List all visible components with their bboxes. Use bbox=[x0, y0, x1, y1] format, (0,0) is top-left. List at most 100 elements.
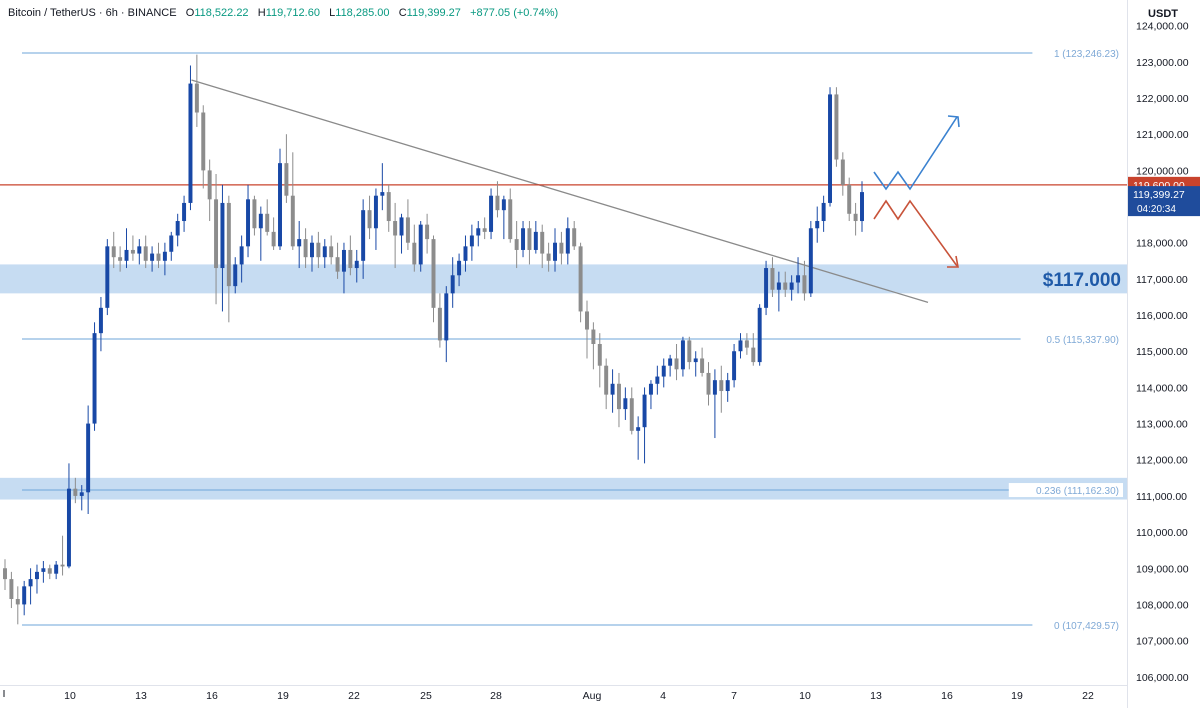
candle bbox=[444, 286, 449, 363]
candle bbox=[463, 235, 468, 272]
candle-body bbox=[271, 231, 276, 247]
currency-label[interactable]: USDT bbox=[1148, 8, 1178, 20]
x-tick-label: 13 bbox=[135, 690, 147, 702]
candle bbox=[648, 380, 653, 410]
candle-body bbox=[175, 221, 180, 236]
candle bbox=[47, 564, 52, 580]
candle-body bbox=[367, 210, 372, 229]
candle-body bbox=[783, 282, 788, 290]
candle bbox=[156, 242, 161, 269]
candle bbox=[821, 195, 826, 232]
candle bbox=[412, 224, 417, 272]
candle-body bbox=[796, 275, 801, 283]
candle-body bbox=[521, 228, 526, 250]
candle-body bbox=[98, 307, 103, 334]
candle bbox=[278, 148, 282, 250]
candle bbox=[66, 463, 71, 569]
candle bbox=[783, 271, 788, 297]
candle bbox=[341, 242, 346, 294]
candle-body bbox=[41, 568, 46, 572]
candle bbox=[533, 221, 538, 254]
y-tick-label: 121,000.00 bbox=[1136, 129, 1189, 141]
candle bbox=[437, 293, 442, 348]
fib-label-bg bbox=[1032, 45, 1123, 60]
candle bbox=[284, 134, 289, 203]
candle-body bbox=[853, 213, 858, 222]
candle-body bbox=[9, 579, 14, 599]
candle bbox=[175, 213, 180, 247]
y-tick-label: 112,000.00 bbox=[1136, 455, 1188, 467]
candle-body bbox=[201, 112, 206, 171]
candle-body bbox=[322, 246, 327, 258]
candle-body bbox=[623, 398, 628, 410]
candle-body bbox=[399, 217, 404, 236]
candle bbox=[297, 221, 302, 269]
candle-body bbox=[66, 488, 71, 567]
candle bbox=[239, 235, 244, 283]
candle-body bbox=[860, 192, 864, 222]
candle-body bbox=[553, 242, 557, 261]
candle-body bbox=[572, 228, 577, 247]
candle-body bbox=[220, 202, 225, 269]
y-tick-label: 106,000.00 bbox=[1136, 672, 1189, 684]
candle-body bbox=[34, 571, 39, 580]
candle-body bbox=[706, 372, 711, 395]
candle bbox=[834, 87, 839, 167]
interval[interactable]: 6h bbox=[105, 7, 118, 19]
candle-body bbox=[629, 398, 634, 431]
bearish-projection-arrow bbox=[873, 199, 958, 267]
close-value: 119,399.27 bbox=[406, 7, 461, 19]
candle-body bbox=[457, 260, 462, 276]
candle bbox=[860, 181, 864, 232]
candle bbox=[482, 217, 487, 240]
candle-body bbox=[450, 275, 455, 294]
candle bbox=[572, 221, 577, 250]
candle-body bbox=[233, 264, 238, 287]
candle-body bbox=[118, 257, 123, 261]
candle bbox=[616, 372, 621, 428]
candle-body bbox=[79, 492, 84, 496]
candle-body bbox=[789, 282, 794, 290]
symbol-name[interactable]: Bitcoin / TetherUS bbox=[8, 7, 96, 19]
y-tick-label: 122,000.00 bbox=[1136, 93, 1189, 105]
high-label: H bbox=[257, 7, 266, 19]
candle bbox=[182, 195, 187, 232]
candle-body bbox=[636, 427, 641, 431]
candle-body bbox=[834, 94, 839, 160]
candle-body bbox=[290, 195, 295, 247]
x-tick-label: 4 bbox=[660, 690, 666, 702]
candle bbox=[111, 231, 116, 269]
candle-body bbox=[514, 239, 519, 250]
open-label: O bbox=[185, 7, 195, 19]
candle bbox=[808, 221, 813, 297]
fib-level-label: 1 (123,246.23) bbox=[1054, 49, 1119, 60]
candle bbox=[386, 184, 391, 232]
candle-body bbox=[655, 376, 660, 384]
candle-body bbox=[712, 380, 717, 395]
candle bbox=[540, 224, 545, 269]
candle bbox=[41, 561, 46, 583]
candle-body bbox=[776, 282, 781, 290]
candle bbox=[98, 296, 103, 352]
candle bbox=[92, 322, 97, 431]
candle bbox=[271, 217, 276, 250]
candle-body bbox=[361, 210, 366, 261]
candle bbox=[674, 344, 679, 381]
x-tick-label: Aug bbox=[583, 690, 602, 702]
y-tick-label: 113,000.00 bbox=[1136, 419, 1188, 431]
candle bbox=[610, 369, 615, 413]
fib-level-label: 0.236 (111,162.30) bbox=[1036, 486, 1119, 497]
candle-body bbox=[578, 246, 583, 312]
y-tick-label: 118,000.00 bbox=[1136, 238, 1188, 250]
candle-body bbox=[54, 564, 59, 574]
low-label: L bbox=[329, 7, 336, 19]
candle bbox=[316, 231, 321, 269]
candle-body bbox=[214, 199, 219, 269]
candle bbox=[661, 358, 666, 388]
last-price-tag bbox=[1128, 186, 1200, 217]
candle-body bbox=[303, 239, 308, 258]
candle-body bbox=[591, 329, 596, 344]
candle bbox=[450, 257, 455, 308]
